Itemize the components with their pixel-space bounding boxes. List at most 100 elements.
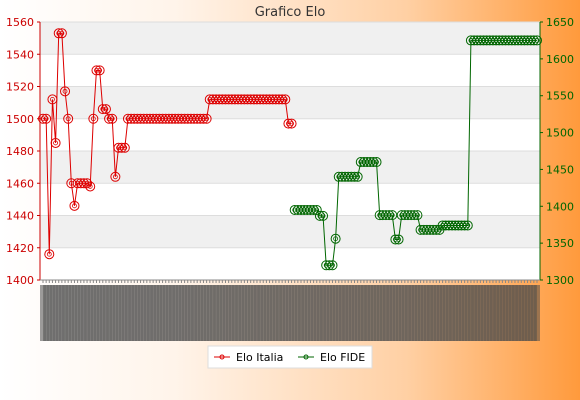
elo-fide-point-inner — [333, 236, 339, 242]
elo-italia-point-inner — [119, 145, 125, 151]
x-tick-label — [467, 285, 474, 341]
elo-fide-point — [368, 157, 379, 168]
x-tick-label — [102, 285, 109, 341]
elo-fide-point-inner — [433, 227, 439, 233]
x-tick-label — [342, 285, 349, 341]
elo-fide-point — [324, 260, 335, 271]
x-tick-label — [216, 285, 223, 341]
x-tick-label — [74, 285, 81, 341]
x-tick-label — [143, 285, 150, 341]
x-tick-label — [269, 285, 276, 341]
x-tick-label — [71, 285, 78, 341]
elo-italia-point — [53, 28, 64, 39]
right-tick-label: 1400 — [546, 200, 574, 213]
x-tick-label — [244, 285, 251, 341]
elo-italia-point-inner — [103, 106, 109, 112]
x-tick-label — [165, 285, 172, 341]
elo-fide-point — [532, 35, 542, 46]
elo-italia-point-inner — [204, 116, 210, 122]
elo-italia-point — [198, 113, 209, 124]
x-tick-label — [52, 285, 59, 341]
elo-fide-point — [393, 234, 404, 245]
x-tick-label — [87, 285, 94, 341]
elo-fide-point-inner — [415, 212, 420, 218]
x-tick-label — [162, 285, 169, 341]
x-tick-label — [112, 285, 119, 341]
elo-italia-point-inner — [50, 97, 55, 102]
legend-label-elo-fide: Elo FIDE — [320, 351, 365, 364]
right-tick-label: 1500 — [546, 127, 574, 140]
elo-italia-point — [56, 28, 67, 39]
left-tick-label: 1460 — [6, 177, 34, 190]
x-tick-label — [521, 285, 528, 341]
x-tick-label — [241, 285, 248, 341]
elo-italia-point — [91, 65, 102, 76]
elo-italia-point — [78, 178, 89, 189]
x-tick-label — [266, 285, 273, 341]
elo-fide-point-inner — [352, 174, 357, 180]
x-tick-label — [80, 285, 87, 341]
x-tick-label — [489, 285, 496, 341]
x-tick-label — [77, 285, 84, 341]
right-tick-label: 1600 — [546, 53, 574, 66]
x-tick-label — [279, 285, 286, 341]
x-tick-label — [49, 285, 56, 341]
x-tick-label — [436, 285, 443, 341]
elo-italia-point — [63, 113, 74, 124]
x-tick-label — [386, 285, 393, 341]
x-tick-label — [187, 285, 194, 341]
elo-italia-point-inner — [53, 140, 58, 146]
x-tick-label — [140, 285, 147, 341]
x-tick-label — [534, 285, 540, 341]
x-tick-label — [496, 285, 503, 341]
elo-fide-point — [409, 210, 420, 221]
elo-italia-point — [85, 181, 96, 192]
elo-italia-point-inner — [81, 180, 87, 186]
elo-italia-point-inner — [94, 67, 99, 73]
x-tick-label — [134, 285, 141, 341]
elo-italia-point-inner — [106, 116, 112, 122]
x-tick-label — [115, 285, 122, 341]
x-tick-label — [118, 285, 125, 341]
left-tick-label: 1540 — [6, 48, 34, 61]
series-layer — [38, 28, 542, 271]
elo-italia-point — [97, 104, 108, 115]
elo-fide-point — [327, 260, 338, 271]
elo-italia-point-inner — [90, 116, 96, 122]
left-tick-label: 1500 — [6, 113, 34, 126]
x-tick-label — [58, 285, 65, 341]
x-tick-label — [235, 285, 242, 341]
x-tick-label — [225, 285, 232, 341]
elo-fide-point — [371, 157, 382, 168]
elo-italia-point — [100, 104, 111, 115]
x-tick-label — [373, 285, 380, 341]
elo-italia-point — [47, 94, 58, 105]
x-tick-label — [93, 285, 100, 341]
x-tick-label — [530, 285, 537, 341]
x-tick-label — [351, 285, 358, 341]
x-tick-label — [291, 285, 298, 341]
x-tick-label — [301, 285, 308, 341]
x-tick-label — [247, 285, 254, 341]
x-tick-label — [128, 285, 135, 341]
grid-band — [40, 215, 540, 248]
elo-fide-point — [311, 204, 322, 215]
x-tick-label — [480, 285, 487, 341]
elo-italia-point — [286, 118, 297, 129]
x-tick-label — [518, 285, 525, 341]
elo-italia-point-inner — [62, 88, 68, 94]
x-tick-label — [263, 285, 270, 341]
x-tick-label — [499, 285, 506, 341]
left-tick-label: 1480 — [6, 145, 34, 158]
elo-italia-point-inner — [87, 184, 93, 189]
x-tick-label — [298, 285, 305, 341]
x-tick-label — [200, 285, 207, 341]
grid-band — [40, 86, 540, 119]
x-tick-label — [442, 285, 449, 341]
x-tick-label — [430, 285, 437, 341]
grid-band — [40, 151, 540, 184]
x-tick-label — [420, 285, 427, 341]
x-axis — [40, 279, 540, 341]
legend-label-elo-italia: Elo Italia — [236, 351, 283, 364]
elo-italia-point-inner — [56, 30, 62, 36]
